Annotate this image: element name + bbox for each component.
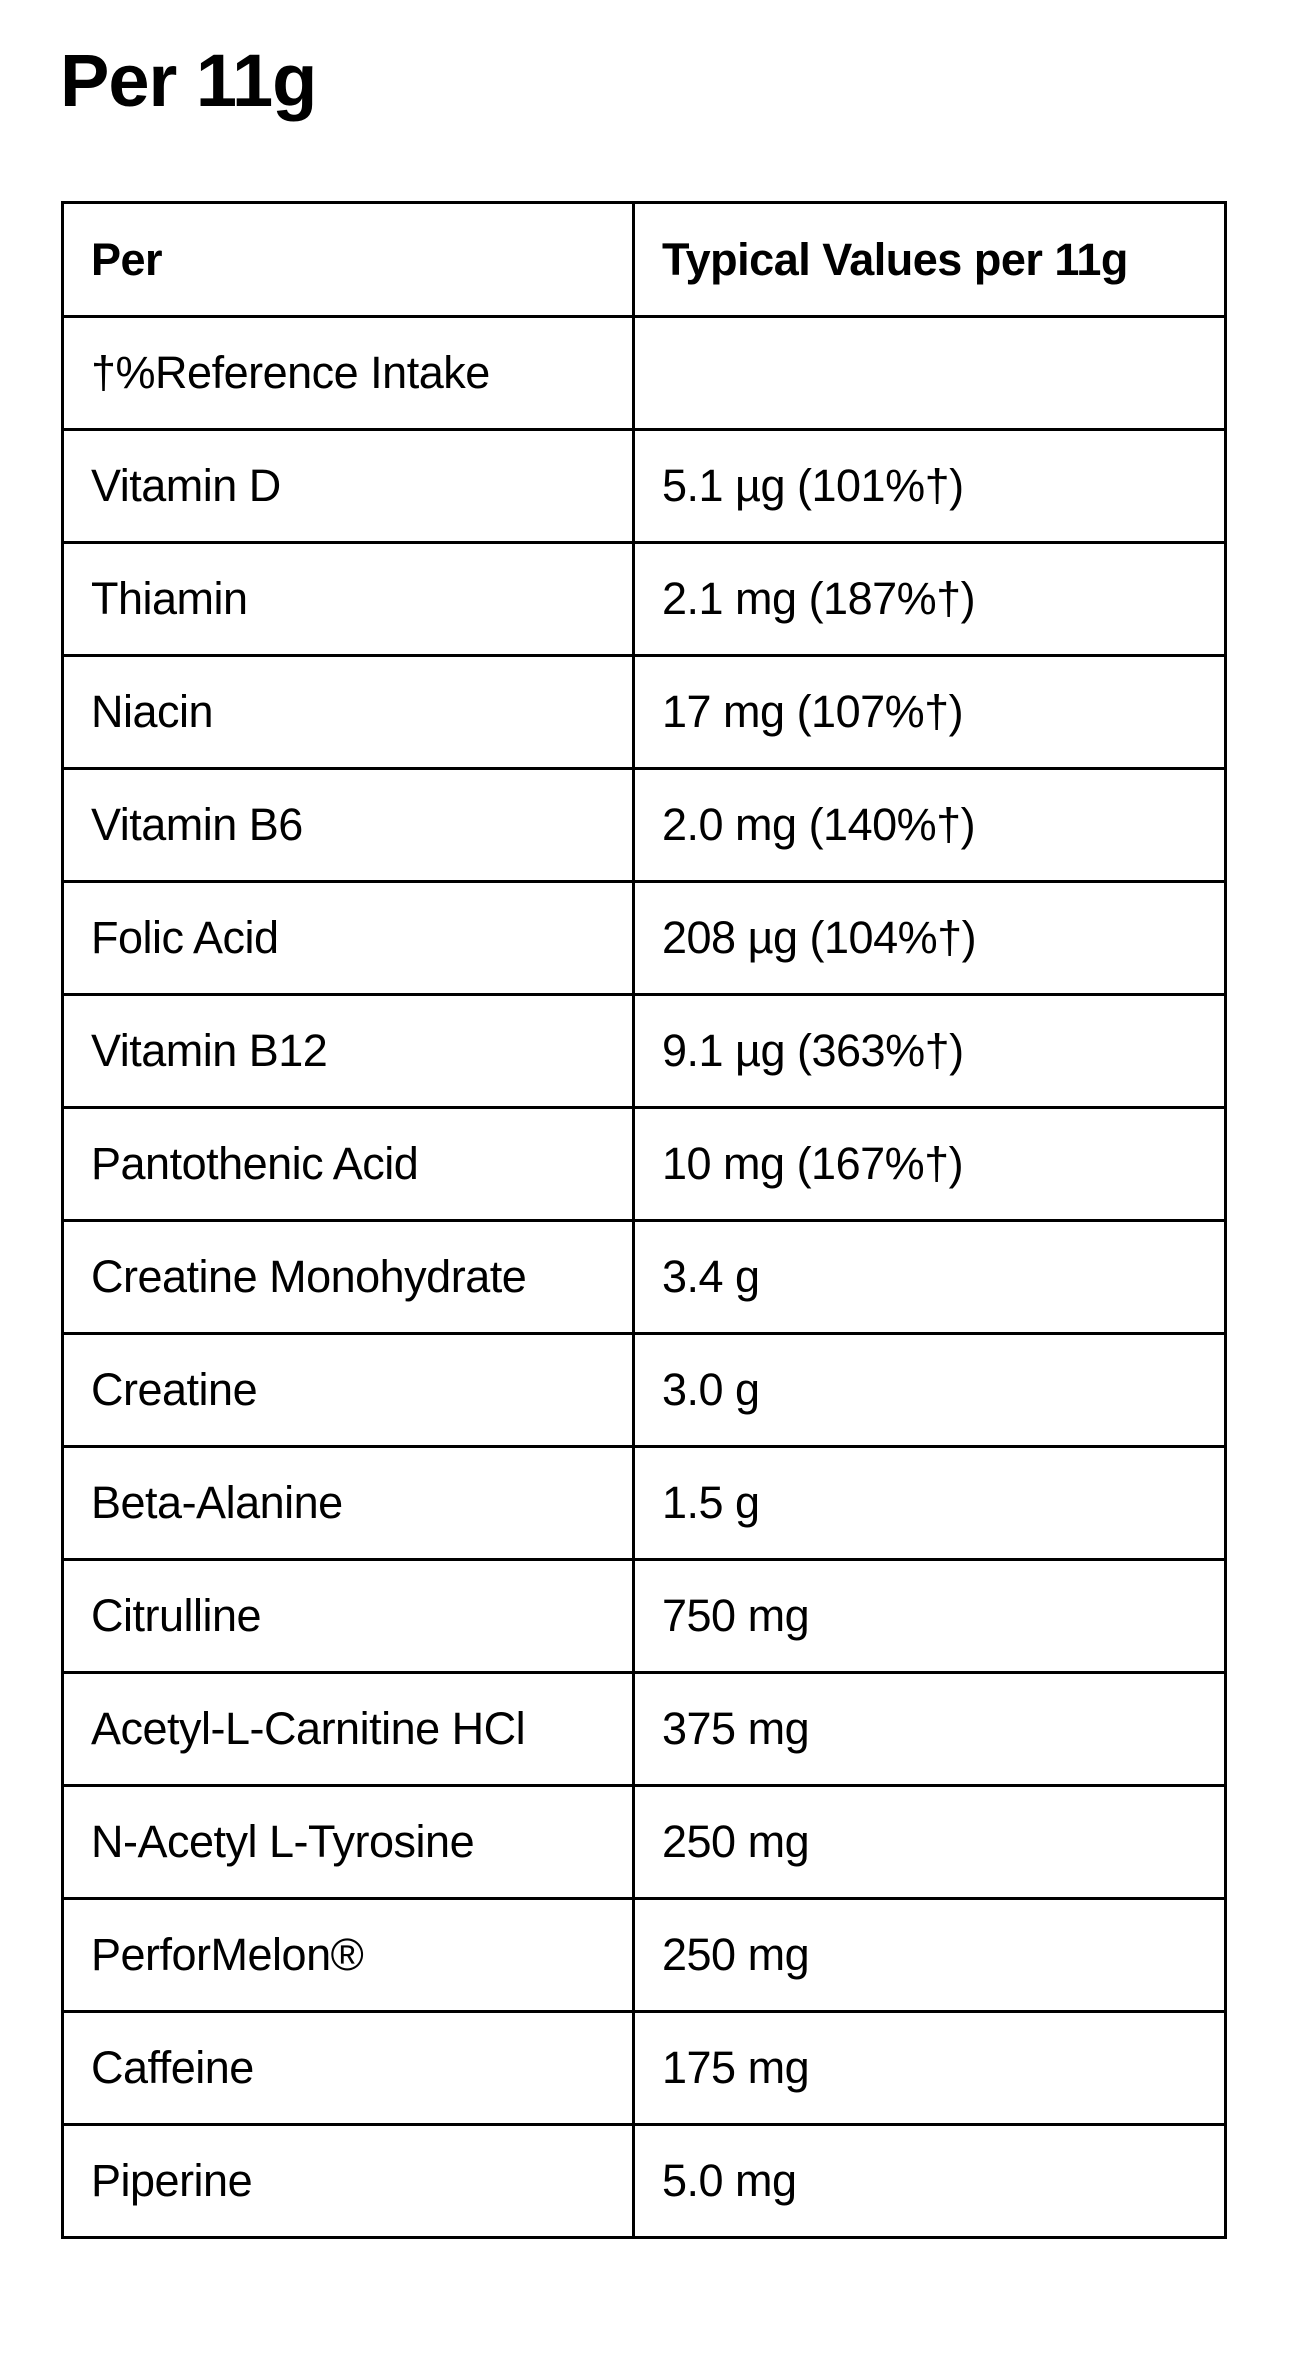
nutrient-name-cell: Vitamin B6 bbox=[61, 767, 635, 883]
column-header-per: Per bbox=[61, 201, 635, 318]
nutrient-name-cell: Creatine bbox=[61, 1332, 635, 1448]
table-row: Creatine 3.0 g bbox=[61, 1332, 1227, 1448]
nutrient-name-cell: Caffeine bbox=[61, 2010, 635, 2126]
nutrient-name-cell: Vitamin D bbox=[61, 428, 635, 544]
column-header-values: Typical Values per 11g bbox=[632, 201, 1227, 318]
table-row: N-Acetyl L-Tyrosine 250 mg bbox=[61, 1784, 1227, 1900]
nutrient-value-cell: 5.1 µg (101%†) bbox=[632, 428, 1227, 544]
table-row: Niacin 17 mg (107%†) bbox=[61, 654, 1227, 770]
table-row: Acetyl-L-Carnitine HCl 375 mg bbox=[61, 1671, 1227, 1787]
table-row: Folic Acid 208 µg (104%†) bbox=[61, 880, 1227, 996]
table-row: Vitamin B6 2.0 mg (140%†) bbox=[61, 767, 1227, 883]
nutrient-value-cell bbox=[632, 315, 1227, 431]
table-row: PerforMelon® 250 mg bbox=[61, 1897, 1227, 2013]
nutrient-name-cell: Acetyl-L-Carnitine HCl bbox=[61, 1671, 635, 1787]
nutrient-value-cell: 17 mg (107%†) bbox=[632, 654, 1227, 770]
nutrient-value-cell: 175 mg bbox=[632, 2010, 1227, 2126]
nutrient-name-cell: †%Reference Intake bbox=[61, 315, 635, 431]
nutrient-name-cell: Pantothenic Acid bbox=[61, 1106, 635, 1222]
nutrient-name-cell: Folic Acid bbox=[61, 880, 635, 996]
table-row: Pantothenic Acid 10 mg (167%†) bbox=[61, 1106, 1227, 1222]
nutrient-name-cell: Niacin bbox=[61, 654, 635, 770]
table-row: †%Reference Intake bbox=[61, 315, 1227, 431]
nutrient-name-cell: PerforMelon® bbox=[61, 1897, 635, 2013]
table-row: Piperine 5.0 mg bbox=[61, 2123, 1227, 2239]
table-row: Beta-Alanine 1.5 g bbox=[61, 1445, 1227, 1561]
nutrient-name-cell: Vitamin B12 bbox=[61, 993, 635, 1109]
nutrient-name-cell: Beta-Alanine bbox=[61, 1445, 635, 1561]
table-row: Caffeine 175 mg bbox=[61, 2010, 1227, 2126]
table-row: Vitamin D 5.1 µg (101%†) bbox=[61, 428, 1227, 544]
page-title: Per 11g bbox=[60, 39, 317, 122]
table-row: Thiamin 2.1 mg (187%†) bbox=[61, 541, 1227, 657]
nutrient-value-cell: 250 mg bbox=[632, 1784, 1227, 1900]
nutrient-value-cell: 10 mg (167%†) bbox=[632, 1106, 1227, 1222]
nutrient-value-cell: 5.0 mg bbox=[632, 2123, 1227, 2239]
table-row: Creatine Monohydrate 3.4 g bbox=[61, 1219, 1227, 1335]
nutrient-value-cell: 250 mg bbox=[632, 1897, 1227, 2013]
table-header-row: Per Typical Values per 11g bbox=[61, 201, 1227, 318]
nutrient-value-cell: 3.0 g bbox=[632, 1332, 1227, 1448]
nutrient-name-cell: Citrulline bbox=[61, 1558, 635, 1674]
nutrient-name-cell: Creatine Monohydrate bbox=[61, 1219, 635, 1335]
nutrient-value-cell: 1.5 g bbox=[632, 1445, 1227, 1561]
nutrient-name-cell: Thiamin bbox=[61, 541, 635, 657]
table-row: Citrulline 750 mg bbox=[61, 1558, 1227, 1674]
nutrient-name-cell: Piperine bbox=[61, 2123, 635, 2239]
nutrient-value-cell: 750 mg bbox=[632, 1558, 1227, 1674]
nutrient-value-cell: 208 µg (104%†) bbox=[632, 880, 1227, 996]
nutrient-value-cell: 3.4 g bbox=[632, 1219, 1227, 1335]
nutrient-value-cell: 9.1 µg (363%†) bbox=[632, 993, 1227, 1109]
nutrition-table: Per Typical Values per 11g †%Reference I… bbox=[61, 201, 1227, 2239]
nutrient-value-cell: 2.0 mg (140%†) bbox=[632, 767, 1227, 883]
nutrient-name-cell: N-Acetyl L-Tyrosine bbox=[61, 1784, 635, 1900]
table-row: Vitamin B12 9.1 µg (363%†) bbox=[61, 993, 1227, 1109]
nutrient-value-cell: 375 mg bbox=[632, 1671, 1227, 1787]
nutrient-value-cell: 2.1 mg (187%†) bbox=[632, 541, 1227, 657]
